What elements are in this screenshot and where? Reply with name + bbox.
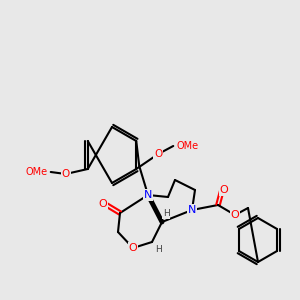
Text: OMe: OMe xyxy=(26,167,48,177)
Text: N: N xyxy=(188,205,196,215)
Text: N: N xyxy=(144,190,152,200)
Text: O: O xyxy=(154,149,162,159)
Text: O: O xyxy=(129,243,137,253)
Text: O: O xyxy=(220,185,228,195)
Text: O: O xyxy=(231,210,239,220)
Text: O: O xyxy=(61,169,70,179)
Text: H: H xyxy=(154,245,161,254)
Text: O: O xyxy=(99,199,107,209)
Text: H: H xyxy=(163,209,170,218)
Text: OMe: OMe xyxy=(176,141,198,151)
